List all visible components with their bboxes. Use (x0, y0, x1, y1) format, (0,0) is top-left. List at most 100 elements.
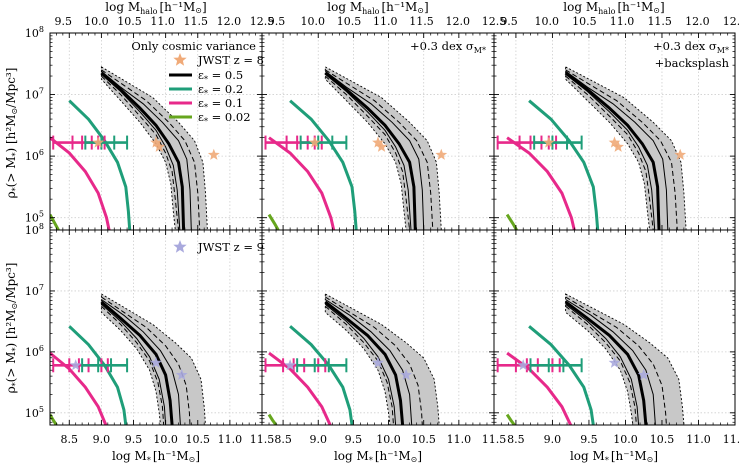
series-eps05 (324, 71, 417, 230)
top-x-axis-label-sun: ⊙ (417, 6, 424, 15)
series-eps02 (289, 325, 354, 425)
jwst-star (517, 359, 530, 371)
eps05-dashed-lower (565, 305, 637, 425)
eps05-thin-upper (565, 70, 669, 230)
x-axis-label-sun: ⊙ (411, 455, 418, 464)
annotation-only-cosmic-variance: Only cosmic variance (131, 39, 256, 53)
x-tick-label: 10.5 (650, 433, 675, 446)
x-axis-label-sun: ⊙ (189, 455, 196, 464)
top-x-tick-label: 11.5 (647, 15, 672, 28)
top-x-tick-label: 11.0 (150, 15, 175, 28)
y-axis-label-top-sub: * (11, 187, 20, 191)
legend-item: JWST z = 8 (173, 53, 264, 67)
series-eps05 (100, 71, 186, 230)
series-eps002 (267, 413, 278, 425)
top-x-axis-label: log Mhalo [h⁻¹M⊙] (563, 0, 664, 16)
top-x-axis-label-close: ] (660, 0, 665, 14)
series-eps01 (50, 136, 111, 230)
legend-eps: ε (198, 68, 204, 82)
data-marks (496, 66, 687, 230)
top-x-axis-label-close: ] (424, 0, 429, 14)
series-eps002 (50, 213, 60, 230)
y-tick-exp: 8 (39, 25, 44, 34)
x-tick-label: 11.0 (686, 433, 711, 446)
eps05-thin-upper (565, 299, 656, 425)
eps05-dashed-lower (565, 75, 654, 230)
y-tick-base: 10 (25, 212, 39, 225)
y-axis-label-bottom-mid: (> M (4, 352, 18, 383)
jwst-star (637, 368, 650, 380)
x-tick-label: 11.0 (218, 433, 243, 446)
legend-label: ε* = 0.1 (198, 96, 243, 112)
y-tick-exp: 8 (39, 222, 44, 231)
panel-r0-c0 (49, 32, 263, 231)
y-tick-label: 105 (25, 405, 44, 420)
y-axis-label-top-unit: ) [h²M (4, 115, 18, 153)
variance-band (565, 66, 687, 230)
series-eps02 (528, 325, 595, 425)
jwst-star (69, 359, 82, 371)
x-axis-label-main: log M (570, 449, 605, 463)
legend-label: ε* = 0.02 (198, 110, 251, 126)
top-x-tick-label: 11.5 (409, 15, 434, 28)
eps05-thin-upper (101, 299, 181, 425)
legend-eps-value: = 0.02 (208, 110, 251, 124)
top-x-tick-label: 12.0 (217, 15, 242, 28)
y-axis-label-bottom-sub2: * (11, 348, 20, 352)
data-marks (496, 293, 685, 425)
top-x-axis-label-main: log M (327, 0, 362, 14)
y-axis-label-bottom: ρ*(> M*) [h²M⊙/Mpc³] (4, 263, 20, 394)
top-x-tick-label: 12.5 (723, 15, 739, 28)
variance-band (100, 293, 206, 425)
x-tick-label: 10.5 (411, 433, 436, 446)
panel-r0-c1 (261, 32, 495, 231)
x-axis-label-unit: [h⁻¹M (153, 449, 189, 463)
ticks (262, 229, 495, 425)
legend-eps-sub: * (204, 89, 208, 98)
eps05-thin-lower (324, 73, 412, 230)
series-eps002 (267, 213, 280, 230)
y-tick-exp: 5 (39, 210, 44, 219)
x-tick-label: 10.5 (186, 433, 211, 446)
gridlines (262, 230, 494, 425)
eps05-thin-upper (101, 70, 192, 230)
jwst-star (375, 140, 388, 152)
variance-band (324, 66, 442, 230)
y-tick-base: 10 (25, 224, 39, 237)
series-eps05 (100, 300, 174, 425)
panel-r0-c2 (493, 32, 736, 231)
legend-label: JWST z = 8 (197, 53, 264, 67)
top-x-axis-label-unit: [h⁻¹M (159, 0, 195, 14)
y-axis-label-top: ρ*(> M*) [h²M⊙/Mpc³] (4, 68, 20, 199)
legend-top: JWST z = 8ε* = 0.5ε* = 0.2ε* = 0.1ε* = 0… (169, 53, 264, 126)
legend-eps-sub: * (204, 75, 208, 84)
legend-eps: ε (198, 110, 204, 124)
series-eps02 (528, 99, 600, 230)
annotation-sigma-sub: M* (474, 46, 486, 55)
top-x-axis-label-sub: halo (598, 7, 615, 16)
jwst-star (207, 148, 220, 160)
jwst-star (153, 140, 166, 152)
x-tick-label: 9.5 (125, 433, 143, 446)
legend-item: ε* = 0.1 (169, 96, 243, 112)
x-tick-label: 11.0 (447, 433, 472, 446)
annotation-sigma-main: +0.3 dex σ (653, 39, 717, 53)
eps05-dashed-upper (101, 296, 191, 425)
jwst-star (542, 136, 555, 148)
series-eps01 (506, 136, 576, 230)
legend-item: ε* = 0.02 (169, 110, 251, 126)
y-tick-exp: 7 (39, 283, 44, 292)
jwst-star (674, 148, 687, 160)
x-axis-label-main: log M (334, 449, 369, 463)
y-tick-base: 10 (25, 407, 39, 420)
x-axis-label: log M* [h⁻¹M⊙] (570, 449, 658, 465)
y-tick-exp: 6 (39, 148, 44, 157)
legend-item: ε* = 0.2 (169, 82, 243, 98)
y-tick-base: 10 (25, 285, 39, 298)
data-marks (50, 293, 206, 425)
x-axis-label-close: ] (653, 449, 658, 463)
jwst-star (308, 136, 321, 148)
legend-bottom: JWST z = 9 (173, 240, 264, 254)
legend-label: JWST z = 9 (197, 240, 264, 254)
eps05-dashed-upper (325, 69, 434, 230)
